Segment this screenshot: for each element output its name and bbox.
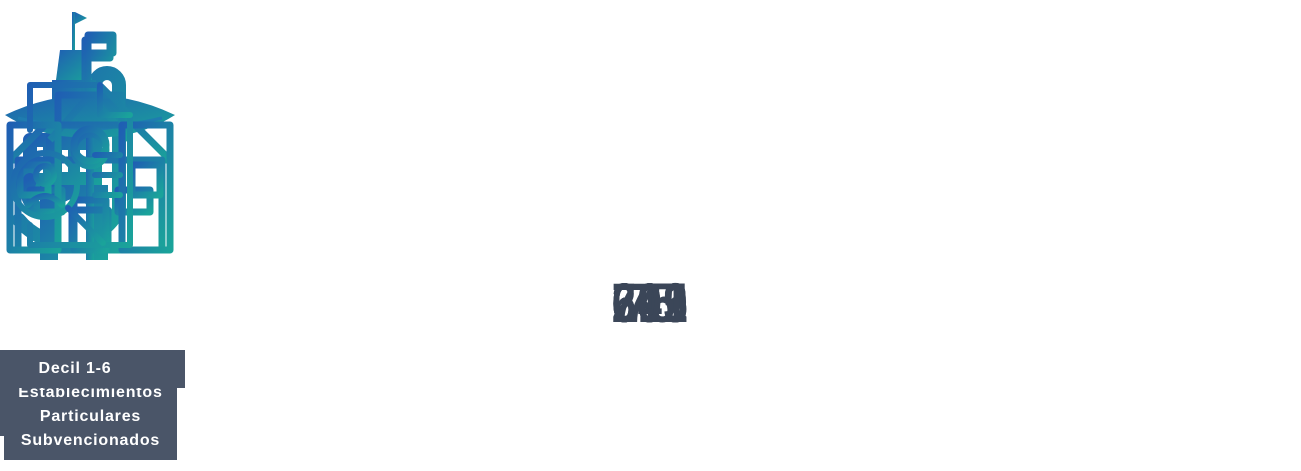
stat-value: 609 — [611, 271, 690, 334]
stat-value: 243 — [611, 271, 690, 334]
label-line: Establecimientos — [18, 384, 163, 401]
stat-value: 601 — [611, 271, 690, 334]
stat-icon — [10, 82, 133, 248]
label-line: Particulares — [39, 408, 142, 425]
stat-value: 692 — [611, 271, 690, 334]
label-line: Decil 1-6 — [38, 360, 112, 377]
stat-label: Decil 1-6 — [5, 350, 145, 388]
stat-value: 715 — [611, 271, 690, 334]
stat-value: 75 — [624, 271, 677, 334]
label-line: Subvencionados — [20, 432, 161, 449]
